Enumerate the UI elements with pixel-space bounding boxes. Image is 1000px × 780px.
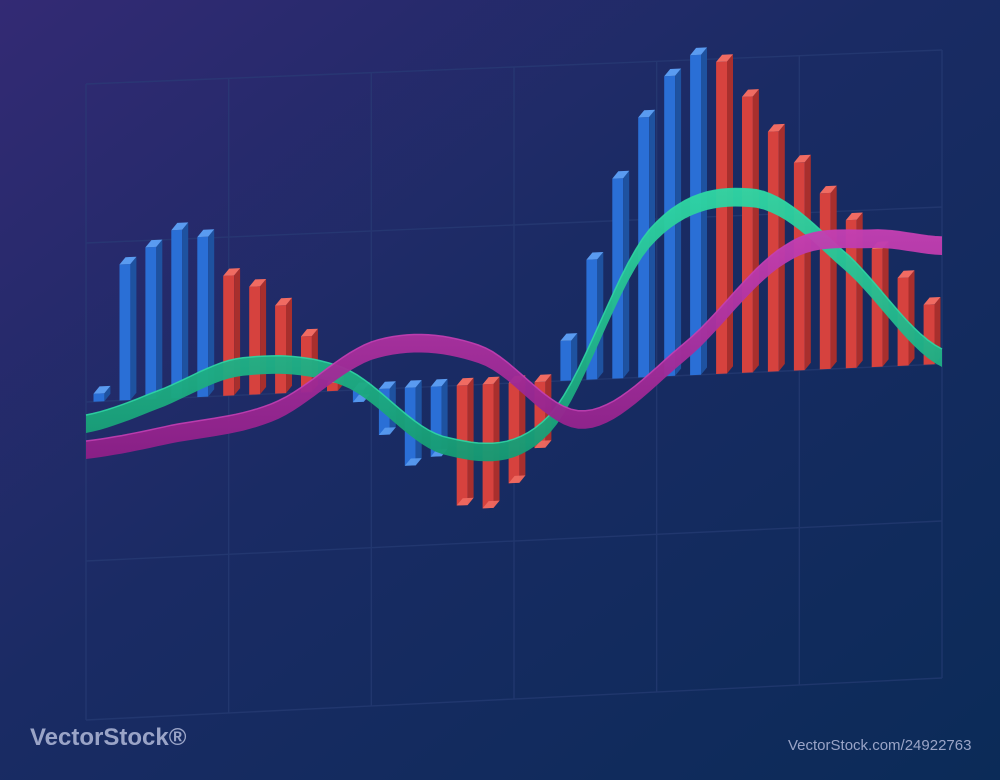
bar: [742, 89, 759, 373]
watermark-brand: VectorStock®: [30, 724, 186, 752]
chart-svg: [0, 0, 1000, 780]
bar: [560, 333, 577, 381]
bar: [275, 298, 292, 394]
chart-canvas: VectorStock® VectorStock.com/24922763: [0, 0, 1000, 780]
bar: [145, 240, 162, 400]
bar: [820, 186, 837, 370]
bar: [171, 222, 188, 398]
bar: [249, 279, 266, 395]
bar: [120, 257, 137, 401]
watermark-id: VectorStock.com/24922763: [788, 737, 971, 754]
bar: [794, 155, 811, 371]
